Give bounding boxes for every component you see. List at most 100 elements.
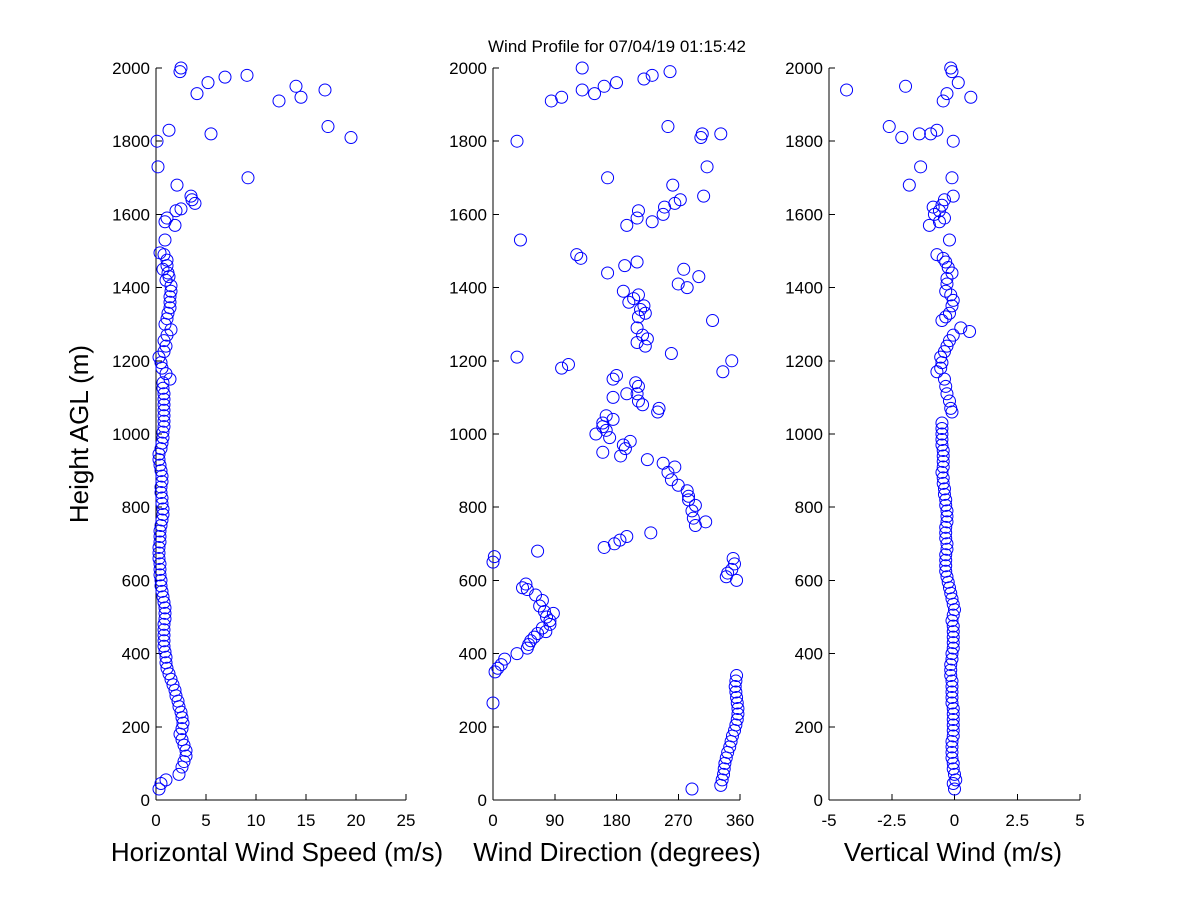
data-point-direction — [620, 529, 634, 543]
data-point-vertical — [940, 387, 954, 401]
panel-vertical: 0 200 400 600 800 1000 1200 1400 1600 1800 2000 -5 -… — [785, 59, 1085, 867]
data-point-vertical — [935, 465, 949, 479]
data-point-vertical — [945, 685, 959, 699]
data-point-vertical — [899, 79, 913, 93]
data-point-vertical — [939, 498, 953, 512]
data-point-vertical — [948, 767, 961, 781]
data-point-speed — [150, 134, 164, 148]
y-tick-label-vertical: 600 — [795, 571, 823, 590]
data-point-vertical — [945, 65, 959, 79]
data-point-direction — [661, 120, 675, 134]
data-point-direction — [620, 218, 634, 232]
data-point-vertical — [944, 663, 958, 677]
y-tick-label-direction: 1600 — [449, 205, 487, 224]
data-point-vertical — [946, 630, 960, 644]
data-point-direction — [664, 473, 678, 487]
data-point-speed — [163, 295, 177, 309]
points-direction — [486, 61, 745, 796]
data-point-speed — [174, 61, 188, 75]
x-tick-label-speed: 0 — [151, 811, 160, 830]
data-point-speed — [163, 301, 177, 315]
data-point-vertical — [939, 548, 953, 562]
data-point-vertical — [935, 427, 949, 441]
x-axis-label-direction: Wind Direction (degrees) — [473, 837, 761, 867]
data-point-vertical — [946, 636, 960, 650]
points-speed — [150, 61, 358, 796]
data-point-direction — [630, 255, 644, 269]
data-point-direction — [725, 354, 739, 368]
x-tick-label-speed: 15 — [297, 811, 316, 830]
y-tick-label-direction: 600 — [459, 571, 487, 590]
data-point-vertical — [882, 120, 896, 134]
data-point-direction — [656, 207, 670, 221]
data-point-vertical — [930, 365, 944, 379]
y-tick-label-speed: 1800 — [112, 132, 150, 151]
data-point-speed — [156, 381, 170, 395]
data-point-direction — [638, 339, 652, 353]
data-point-speed — [240, 68, 254, 82]
data-point-vertical — [946, 641, 960, 655]
data-point-speed — [154, 579, 168, 593]
data-point-speed — [156, 262, 170, 276]
data-point-direction — [616, 284, 630, 298]
y-tick-label-direction: 1400 — [449, 279, 487, 298]
data-point-vertical — [946, 723, 960, 737]
data-point-vertical — [840, 83, 854, 97]
data-point-vertical — [946, 702, 960, 715]
x-tick-label-speed: 10 — [247, 811, 266, 830]
data-point-vertical — [940, 339, 954, 353]
data-point-speed — [160, 661, 174, 675]
data-point-vertical — [895, 131, 909, 145]
data-point-direction — [682, 489, 696, 503]
data-point-direction — [616, 438, 630, 452]
data-point-vertical — [939, 379, 953, 393]
y-tick-label-direction: 2000 — [449, 59, 487, 78]
y-tick-label-speed: 2000 — [112, 59, 150, 78]
data-point-direction — [700, 160, 714, 174]
data-point-direction — [606, 390, 620, 404]
data-point-vertical — [935, 314, 949, 328]
x-tick-label-speed: 20 — [347, 811, 366, 830]
data-point-direction — [630, 387, 644, 401]
y-tick-label-direction: 800 — [459, 498, 487, 517]
data-point-direction — [631, 204, 645, 218]
data-point-direction — [726, 551, 740, 565]
data-point-vertical — [935, 422, 949, 436]
data-point-speed — [154, 519, 168, 532]
data-point-vertical — [944, 658, 958, 672]
data-point-speed — [158, 645, 172, 659]
data-point-direction — [730, 712, 744, 726]
x-tick-label-direction: 0 — [488, 811, 497, 830]
data-point-direction — [631, 310, 645, 324]
y-tick-label-direction: 1800 — [449, 132, 487, 151]
data-point-direction — [630, 321, 644, 335]
data-point-direction — [486, 696, 500, 710]
data-point-speed — [154, 442, 168, 456]
data-point-speed — [201, 76, 215, 90]
data-point-direction — [637, 72, 651, 86]
data-point-speed — [157, 414, 171, 428]
data-point-direction — [714, 127, 728, 141]
data-point-direction — [671, 277, 685, 291]
data-point-direction — [686, 511, 700, 525]
data-point-direction — [656, 456, 670, 470]
data-point-vertical — [944, 401, 958, 415]
data-point-direction — [715, 773, 729, 787]
data-point-vertical — [944, 61, 958, 75]
data-point-speed — [153, 557, 167, 571]
data-point-speed — [158, 215, 172, 229]
data-point-direction — [695, 127, 709, 141]
data-point-direction — [606, 372, 620, 386]
data-point-vertical — [936, 460, 950, 474]
x-tick-label-speed: 5 — [201, 811, 210, 830]
data-point-direction — [680, 281, 694, 295]
data-point-vertical — [912, 127, 926, 141]
data-point-vertical — [939, 520, 953, 534]
data-point-direction — [645, 215, 659, 229]
data-point-vertical — [937, 482, 951, 496]
data-point-speed — [161, 306, 175, 320]
data-point-speed — [272, 94, 286, 108]
data-point-direction — [640, 453, 654, 467]
data-point-vertical — [945, 696, 959, 710]
data-point-direction — [652, 401, 666, 415]
